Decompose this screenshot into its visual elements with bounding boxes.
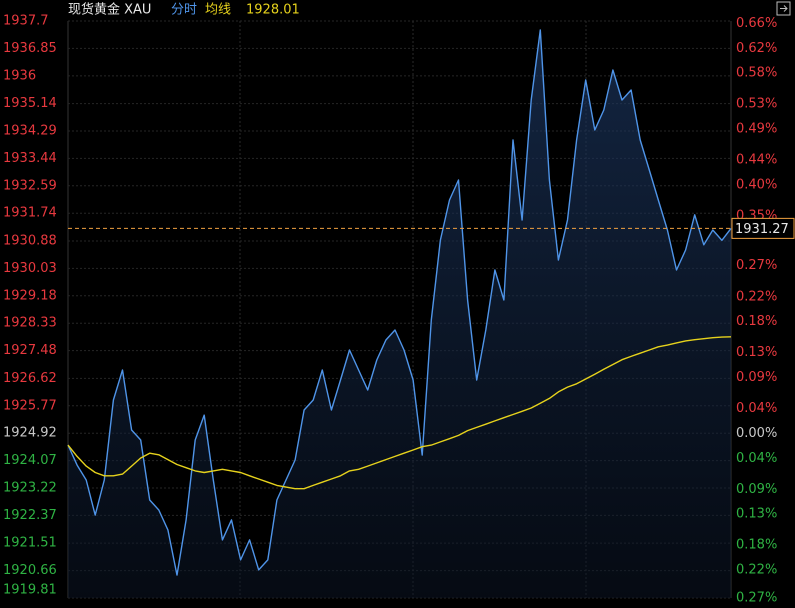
y-tick-label: 1928.33 (3, 316, 57, 331)
icon-frame[interactable] (776, 1, 791, 16)
y2-tick-label: 0.18% (736, 538, 777, 553)
y2-tick-label: 0.13% (736, 507, 777, 522)
y-tick-label: 1933.44 (3, 151, 57, 166)
instrument-name: 现货黄金 XAU (68, 2, 151, 18)
y-tick-label: 1935.14 (3, 96, 57, 111)
expand-icon[interactable] (776, 1, 791, 16)
y2-tick-label: 0.04% (736, 401, 777, 416)
y-tick-label: 1936.85 (3, 41, 57, 56)
y-tick-label: 1921.51 (3, 536, 57, 551)
y2-tick-label: 0.66% (736, 16, 777, 31)
avg-label: 均线 (205, 3, 231, 18)
average-line (67, 336, 732, 490)
y-tick-label: 1930.88 (3, 233, 57, 248)
y-tick-label: 1927.48 (3, 343, 57, 358)
y2-tick-label: 0.09% (736, 482, 777, 497)
y2-tick-label: 0.09% (736, 370, 777, 385)
y-tick-label: 1924.07 (3, 453, 57, 468)
y2-tick-label: 0.62% (736, 41, 777, 56)
y-tick-label: 1929.18 (3, 288, 57, 303)
y-tick-label: 1934.29 (3, 123, 57, 138)
y2-tick-label: 0.13% (736, 345, 777, 360)
y2-tick-label: 0.00% (736, 426, 777, 441)
y-tick-label: 1924.92 (3, 426, 57, 441)
y-tick-label: 1923.22 (3, 481, 57, 496)
y-tick-label: 1922.37 (3, 508, 57, 523)
y2-tick-label: 0.53% (736, 97, 777, 112)
y2-tick-label: 0.04% (736, 451, 777, 466)
y-tick-label: 1926.62 (3, 371, 57, 386)
y-tick-label: 1937.7 (3, 14, 49, 29)
last-price-label: 1931.27 (735, 222, 789, 237)
price-line (67, 29, 732, 576)
y-tick-label: 1925.77 (3, 398, 57, 413)
icon-arrow[interactable] (780, 5, 788, 12)
y2-tick-label: 0.22% (736, 289, 777, 304)
avg-value: 1928.01 (246, 3, 300, 18)
y2-tick-label: 0.58% (736, 66, 777, 81)
y-tick-label: 1920.66 (3, 563, 57, 578)
y2-tick-label: 0.44% (736, 153, 777, 168)
price-area (68, 30, 731, 598)
y2-tick-label: 0.27% (736, 591, 777, 606)
last-price-box (731, 217, 795, 239)
y-tick-label: 1931.74 (3, 206, 57, 221)
y-tick-label: 1932.59 (3, 178, 57, 193)
y2-tick-label: 0.18% (736, 314, 777, 329)
mode-label: 分时 (171, 3, 197, 18)
y2-tick-label: 0.27% (736, 258, 777, 273)
y-tick-label: 1930.03 (3, 261, 57, 276)
y-tick-label: 1936 (3, 68, 36, 83)
y2-tick-label: 0.40% (736, 177, 777, 192)
y-tick-label: 1919.81 (3, 583, 57, 598)
y2-tick-label: 0.22% (736, 563, 777, 578)
y2-tick-label: 0.49% (736, 122, 777, 137)
